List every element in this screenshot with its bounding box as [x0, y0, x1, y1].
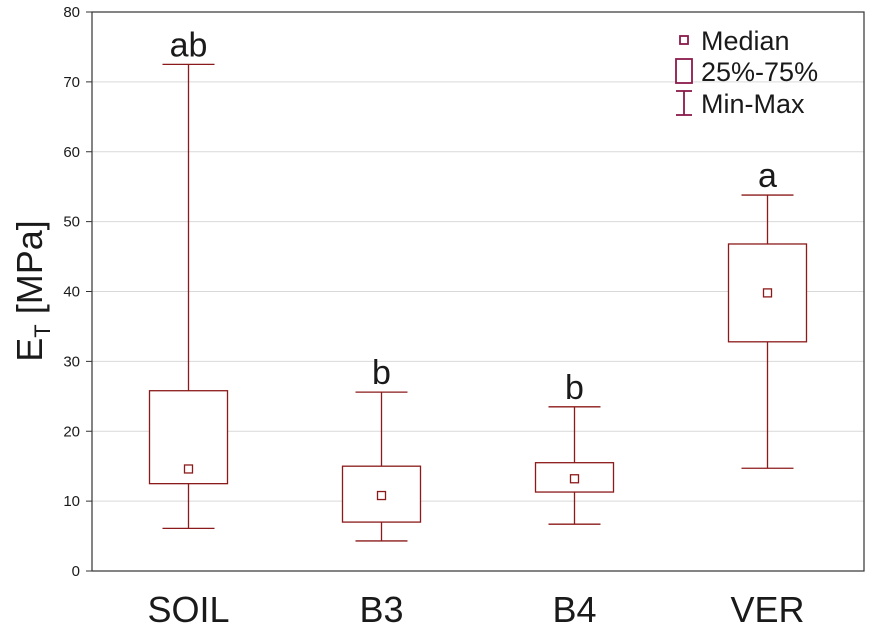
legend-label: 25%-75%: [701, 57, 818, 87]
y-axis-label: ET [MPa]: [9, 220, 55, 362]
category-label: B4: [552, 589, 596, 625]
legend-label: Min-Max: [701, 89, 805, 119]
median-marker: [762, 288, 773, 298]
legend-median-marker: [679, 35, 689, 45]
category-label: SOIL: [147, 589, 229, 625]
y-tick-label: 40: [63, 284, 80, 301]
legend-item: Min-Max: [676, 89, 805, 119]
y-tick-label: 10: [63, 493, 80, 510]
category-label: VER: [730, 589, 804, 625]
category-label: B3: [359, 589, 403, 625]
group-letter: ab: [170, 26, 208, 64]
median-marker: [183, 464, 194, 474]
y-tick-label: 20: [63, 423, 80, 440]
y-axis-label-unit: [MPa]: [9, 220, 50, 324]
group-letter: a: [758, 157, 777, 195]
box-b3: [341, 391, 422, 542]
y-axis-label-main: E: [9, 338, 50, 362]
y-tick-label: 50: [63, 214, 80, 231]
group-letter: b: [565, 369, 584, 407]
boxes: [148, 63, 808, 542]
box-soil: [148, 63, 229, 530]
y-tick-label: 30: [63, 353, 80, 370]
legend-item: 25%-75%: [675, 57, 818, 87]
box-b4: [534, 406, 615, 525]
y-axis-label-subscript: T: [30, 324, 55, 337]
y-tick-label: 0: [72, 563, 80, 580]
y-tick-label: 80: [63, 4, 80, 21]
y-axis: 0 10 20 30 40 50 60 70 80: [63, 4, 92, 580]
legend-item: Median: [679, 26, 790, 56]
box-ver: [727, 194, 808, 469]
group-letters: ab b b a: [170, 26, 777, 406]
median-marker: [569, 474, 580, 484]
x-axis-categories: SOIL B3 B4 VER: [147, 589, 804, 625]
median-marker: [376, 490, 387, 501]
legend-label: Median: [701, 26, 790, 56]
y-tick-label: 60: [63, 144, 80, 161]
group-letter: b: [372, 354, 391, 392]
y-tick-label: 70: [63, 74, 80, 91]
legend-box-marker: [675, 58, 693, 84]
